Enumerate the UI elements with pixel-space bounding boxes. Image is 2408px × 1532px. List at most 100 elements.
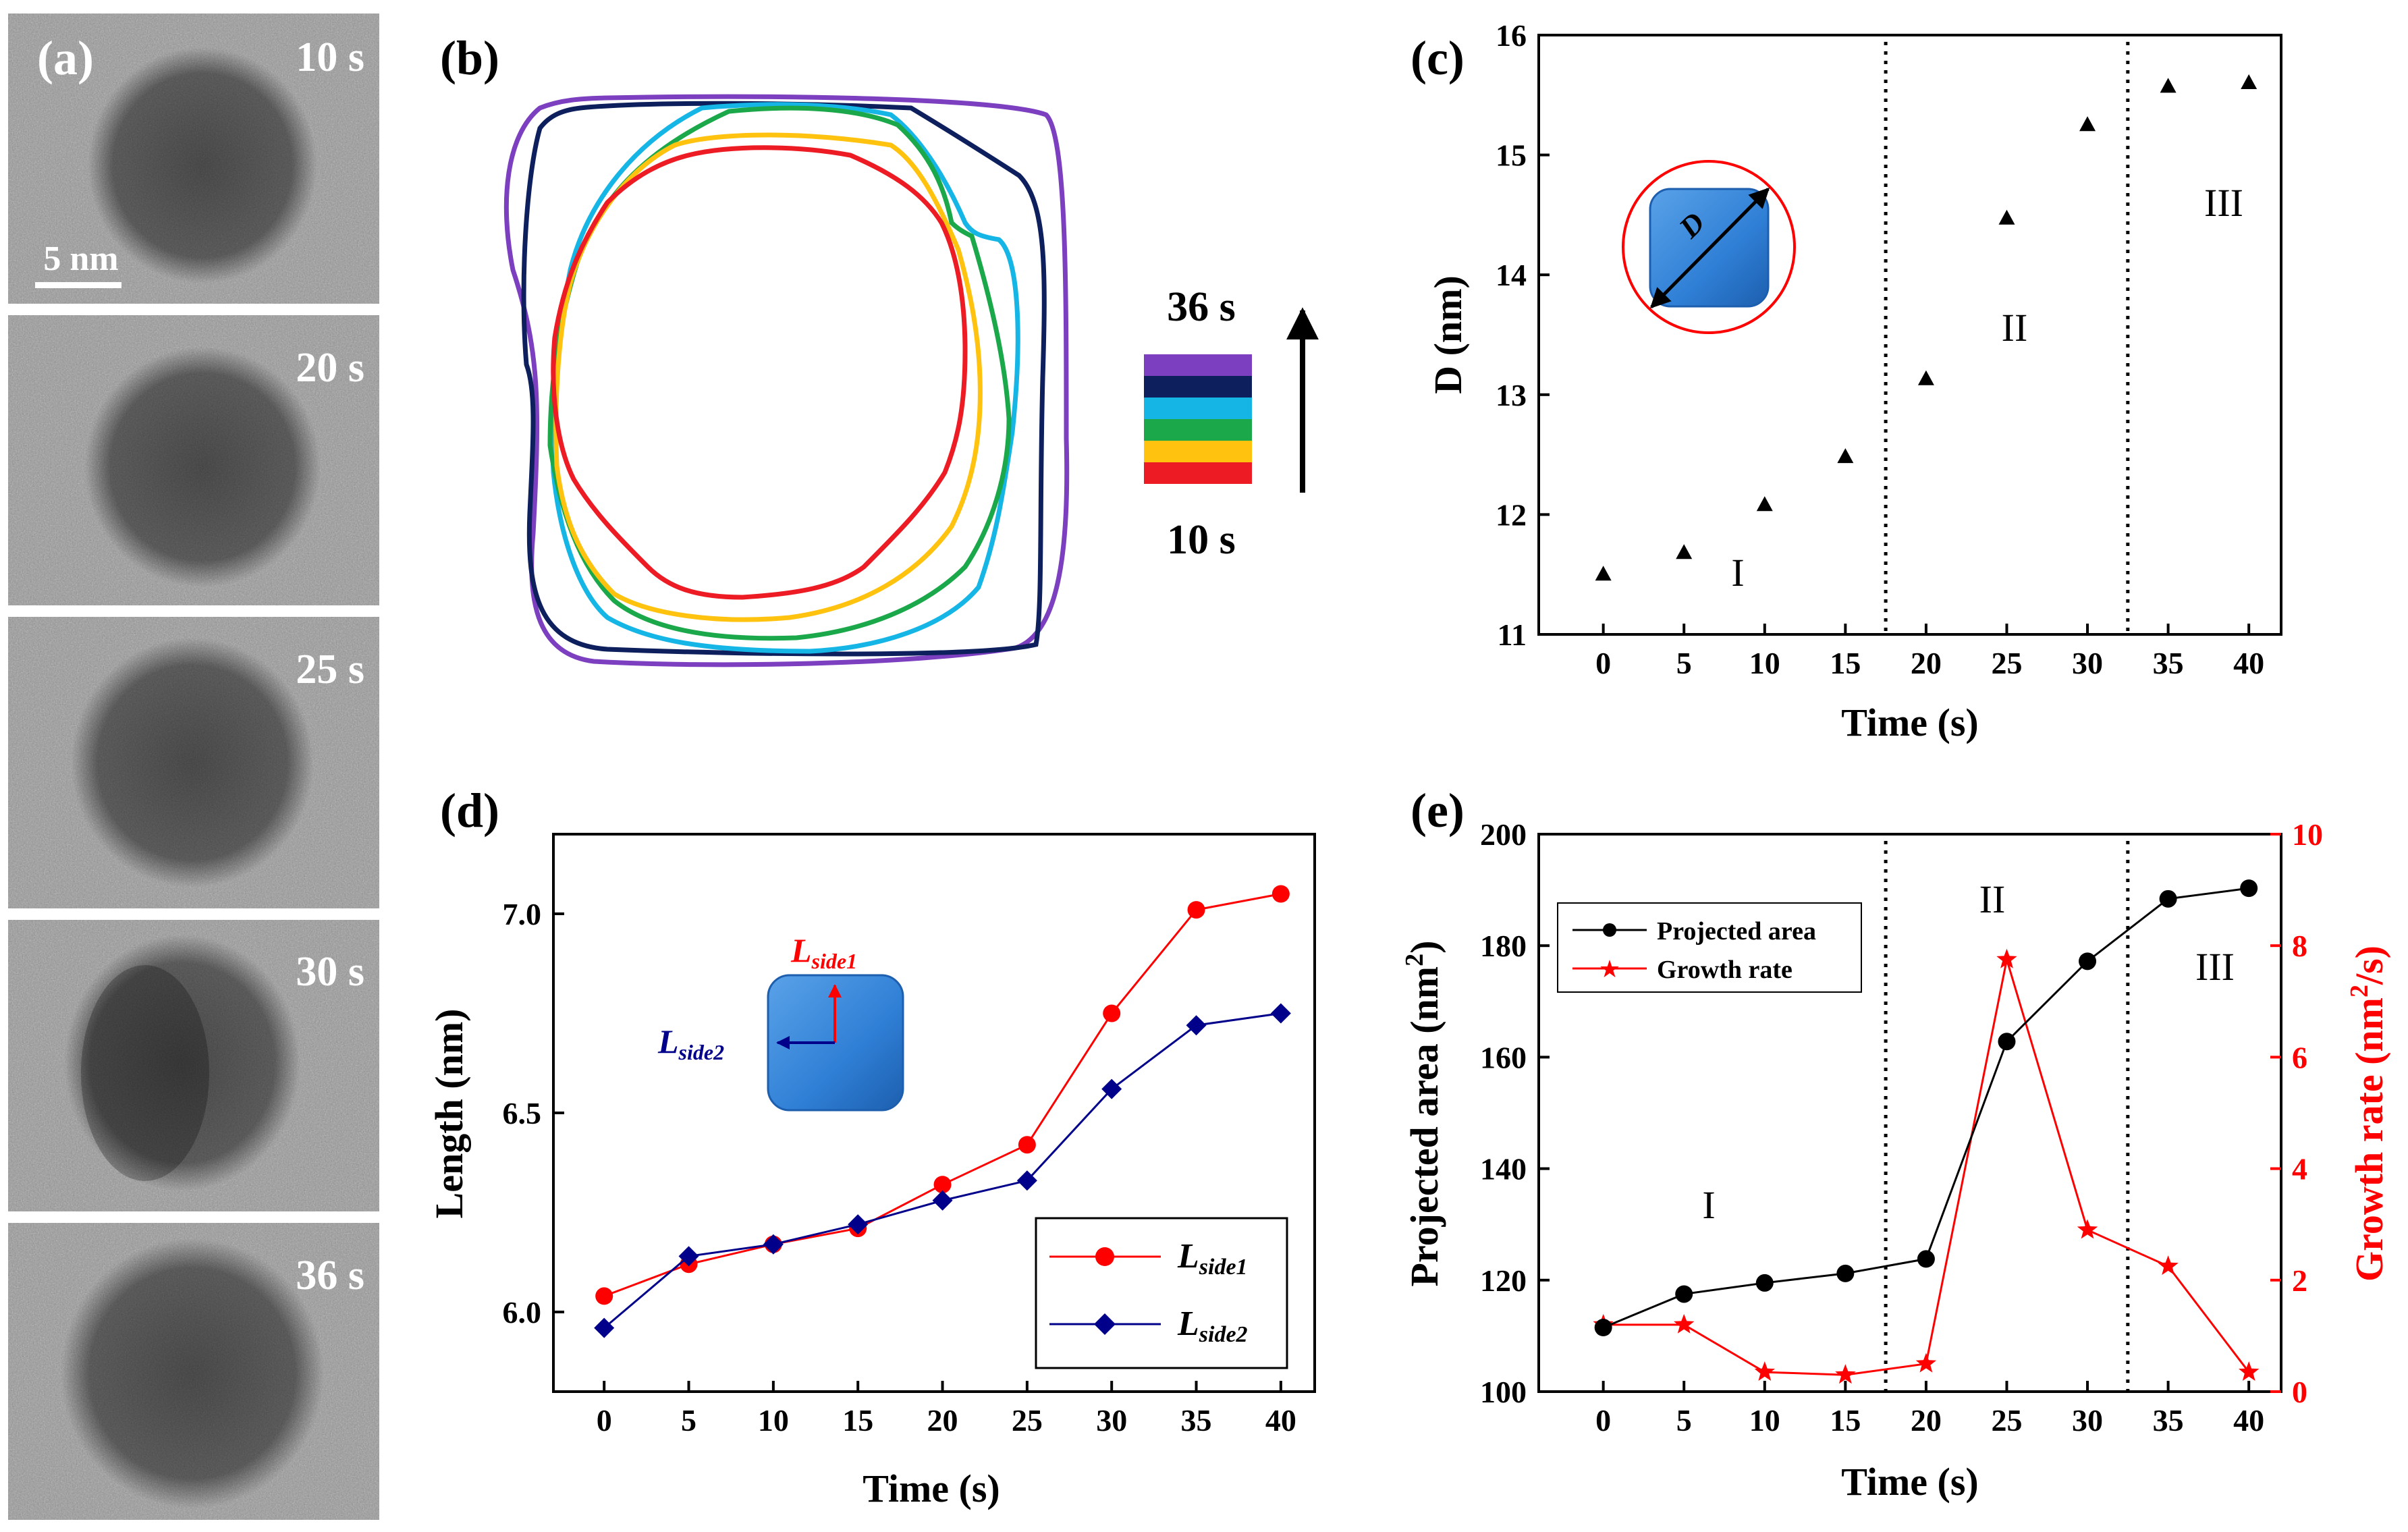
x-tick-label: 30	[1096, 1403, 1127, 1438]
inset-side1-label: Lside1	[790, 931, 857, 973]
data-point-projected-area	[1594, 1319, 1612, 1337]
y-tick-label: 140	[1480, 1152, 1527, 1186]
y-tick-label: 12	[1496, 497, 1527, 532]
data-point-growth-rate	[1674, 1313, 1695, 1334]
plot-frame-c	[1537, 34, 2282, 636]
data-point-side2	[1270, 1003, 1291, 1024]
legend-marker-side1	[1095, 1247, 1114, 1266]
region-dividers-e	[1884, 841, 2130, 1392]
legend-swatch-36s	[1144, 354, 1252, 376]
y2-tick-label: 2	[2292, 1263, 2307, 1298]
diagonal-arrow	[1649, 187, 1770, 309]
x-tick-label: 40	[1265, 1403, 1296, 1438]
panel-d-length-chart: (d) 0 5 10 15 20 25 30 35 40 6.0 6.5 7.0 Time (s) L…	[427, 784, 1316, 1510]
x-tick-label: 10	[758, 1403, 789, 1438]
data-point-side1	[1187, 901, 1205, 919]
legend-marker-rate: ★	[1599, 956, 1620, 983]
data-point-growth-rate	[1915, 1352, 1937, 1373]
axis-ticks-e: 0 5 10 15 20 25 30 35 40 100 120 140 160 180 200 0 2 4 6 8 1…	[1480, 817, 2323, 1438]
data-point-growth-rate	[1835, 1364, 1856, 1384]
y2-tick-label: 0	[2292, 1375, 2307, 1409]
panel-c-diameter-chart: (c) 0 5 10 15 20 25 30 35 40 11 12 13 14 15 16 I II II…	[1411, 18, 2282, 744]
x-tick-label: 0	[1595, 1403, 1611, 1438]
x-tick-label: 20	[927, 1403, 958, 1438]
x-tick-label: 0	[597, 1403, 612, 1438]
data-points-c	[1595, 74, 2258, 581]
data-point-side2	[1016, 1170, 1037, 1191]
tem-frame-1	[8, 13, 379, 304]
y-tick-label: 15	[1496, 138, 1527, 173]
panel-a-tem-frames: (a) 10 s 20 s 25 s 30 s 36 s 5 nm	[8, 13, 379, 1520]
legend-label-side2: Lside2	[1177, 1305, 1248, 1347]
legend-top-time: 36 s	[1167, 284, 1236, 330]
data-point-side2	[678, 1246, 699, 1267]
tem-frame-4	[8, 920, 379, 1211]
y-tick-label: 7.0	[503, 897, 542, 931]
data-point-projected-area	[1836, 1264, 1855, 1282]
data-point-side2	[848, 1214, 869, 1235]
data-point	[1998, 209, 2015, 225]
plot-frame-e	[1537, 833, 2282, 1393]
inset-cube-d: Lside1 Lside2	[657, 931, 904, 1112]
outline-15s	[553, 132, 983, 622]
axis-ticks-c: 0 5 10 15 20 25 30 35 40 11 12 13 14 15 16	[1496, 18, 2264, 680]
y-tick-label: 13	[1496, 378, 1527, 412]
data-point-growth-rate	[2239, 1361, 2260, 1381]
series-line-growth-rate	[1603, 959, 2250, 1376]
data-point-projected-area	[2079, 952, 2097, 970]
region-I-label-e: I	[1702, 1183, 1715, 1227]
legend-swatch-10s	[1144, 462, 1252, 484]
x-tick-label: 0	[1595, 646, 1611, 680]
data-point-projected-area	[1998, 1033, 2016, 1051]
data-point-growth-rate	[1754, 1361, 1775, 1381]
x-tick-label: 20	[1911, 646, 1942, 680]
data-point-projected-area	[2159, 890, 2177, 908]
x-tick-label: 35	[1181, 1403, 1212, 1438]
y-tick-label: 6.5	[503, 1096, 542, 1130]
legend-marker-area	[1603, 923, 1616, 937]
data-series-e	[1593, 879, 2260, 1384]
y-axis-label-d: Length (nm)	[427, 1009, 471, 1219]
data-point	[1676, 544, 1693, 559]
data-point-side1	[1271, 885, 1290, 903]
y-axis-label-e: Projected area (nm2)	[1400, 941, 1446, 1287]
region-I-label-c: I	[1731, 551, 1744, 595]
data-point-projected-area	[1917, 1250, 1935, 1268]
x-axis-label-c: Time (s)	[1841, 701, 1979, 744]
tem-frame-3	[8, 617, 379, 908]
frame-1-time: 10 s	[296, 34, 364, 80]
x-tick-label: 30	[2072, 646, 2103, 680]
data-point-side1	[933, 1176, 952, 1194]
scale-bar	[35, 282, 121, 288]
data-point-side2	[1186, 1015, 1207, 1036]
region-III-label-c: III	[2204, 181, 2243, 225]
data-point-side1	[595, 1287, 613, 1305]
x-tick-label: 15	[1830, 646, 1861, 680]
frame-4-time: 30 s	[296, 949, 364, 995]
color-legend	[1144, 354, 1252, 484]
data-point-projected-area	[1755, 1274, 1774, 1292]
y-tick-label: 160	[1480, 1040, 1527, 1074]
x-tick-label: 25	[1012, 1403, 1043, 1438]
x-tick-label: 10	[1749, 646, 1780, 680]
data-point-side2	[763, 1234, 784, 1255]
inset-cube-c: D	[1622, 160, 1796, 334]
y-axis-label-c: D (nm)	[1426, 275, 1470, 394]
y2-tick-label: 4	[2292, 1152, 2307, 1186]
frame-2-time: 20 s	[296, 345, 364, 391]
panel-e-letter: (e)	[1411, 784, 1465, 838]
x-tick-label: 25	[1991, 646, 2022, 680]
legend-swatch-30s	[1144, 376, 1252, 398]
y-tick-label: 6.0	[503, 1295, 542, 1330]
legend-marker-side2	[1094, 1313, 1116, 1335]
x-axis-label-d: Time (s)	[863, 1467, 1000, 1510]
data-point	[1917, 370, 1934, 385]
x-tick-label: 25	[1991, 1403, 2022, 1438]
y-tick-label: 180	[1480, 929, 1527, 963]
legend-label-rate: Growth rate	[1657, 956, 1793, 984]
data-point	[1837, 448, 1854, 464]
panel-b-outlines: (b) 36 s 10 s	[440, 31, 1319, 667]
legend-label-area: Projected area	[1657, 917, 1816, 946]
data-point-side1	[1103, 1004, 1121, 1022]
